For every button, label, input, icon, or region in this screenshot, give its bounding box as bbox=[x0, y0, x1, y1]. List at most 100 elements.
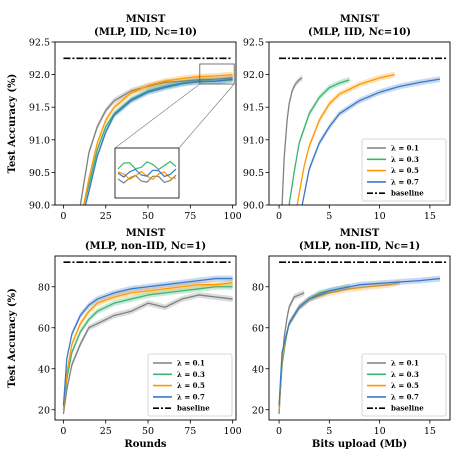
axes-frame bbox=[268, 41, 451, 206]
x-tick-label: 15 bbox=[424, 211, 436, 222]
legend: λ = 0.1 λ = 0.3 λ = 0.5 λ = 0.7 baseline bbox=[361, 138, 447, 202]
chart-panel-2: MNIST (MLP, IID, Nc=10) 0 5 10 15 90.0 90.5 91.0… bbox=[243, 14, 451, 222]
series-line bbox=[288, 79, 350, 205]
x-tick-label: 10 bbox=[374, 426, 386, 437]
x-tick-label: 25 bbox=[100, 426, 112, 437]
series-line bbox=[296, 73, 395, 205]
inset-series-line bbox=[117, 160, 177, 171]
inset-series-line bbox=[117, 174, 177, 184]
y-tick-label: 92.5 bbox=[243, 38, 264, 49]
x-axis-label: Bits upload (Mb) bbox=[312, 439, 407, 450]
y-axis-label: Test Accuracy (%) bbox=[7, 288, 18, 388]
y-tick-label: 80 bbox=[252, 282, 264, 293]
y-tick-label: 92.0 bbox=[29, 70, 50, 81]
y-tick-label: 91.5 bbox=[29, 103, 50, 114]
legend-label: λ = 0.7 bbox=[391, 177, 419, 186]
legend-label: baseline bbox=[391, 189, 424, 198]
x-tick-label: 0 bbox=[276, 426, 282, 437]
series-line bbox=[84, 78, 233, 205]
y-tick-label: 91.0 bbox=[243, 135, 264, 146]
legend-label: baseline bbox=[391, 404, 424, 413]
x-tick-label: 100 bbox=[224, 426, 242, 437]
chart-panel-3: MNIST (MLP, non-IID, Nc=1) Test Accuracy (… bbox=[7, 228, 242, 450]
chart-subtitle: (MLP, non-IID, Nc=1) bbox=[85, 241, 206, 252]
legend-label: λ = 0.7 bbox=[177, 392, 205, 401]
x-tick-label: 15 bbox=[424, 426, 436, 437]
chart-subtitle: (MLP, non-IID, Nc=1) bbox=[299, 241, 420, 252]
legend-label: λ = 0.3 bbox=[391, 370, 419, 379]
legend-label: λ = 0.1 bbox=[391, 144, 419, 153]
y-tick-label: 40 bbox=[252, 364, 264, 375]
x-tick-label: 100 bbox=[224, 211, 242, 222]
series-line bbox=[301, 78, 441, 205]
y-tick-label: 40 bbox=[38, 364, 50, 375]
chart-panel-4: MNIST (MLP, non-IID, Nc=1) Bits upload (Mb… bbox=[252, 228, 451, 450]
y-tick-label: 92.5 bbox=[29, 38, 50, 49]
x-tick-label: 0 bbox=[60, 211, 66, 222]
legend-label: λ = 0.3 bbox=[391, 155, 419, 164]
plot-area bbox=[63, 57, 233, 205]
axes-frame bbox=[54, 255, 237, 421]
x-tick-label: 75 bbox=[184, 211, 196, 222]
y-axis-label: Test Accuracy (%) bbox=[7, 74, 18, 174]
x-tick-label: 5 bbox=[326, 211, 332, 222]
chart-panel-1: MNIST (MLP, IID, Nc=10) Test Accuracy (%) 0… bbox=[7, 14, 242, 222]
legend: λ = 0.1 λ = 0.3 λ = 0.5 λ = 0.7 baseline bbox=[361, 353, 447, 417]
y-tick-label: 90.5 bbox=[243, 168, 264, 179]
legend-box bbox=[361, 138, 447, 202]
plot-area bbox=[279, 57, 447, 205]
series-line bbox=[83, 73, 233, 205]
axes-frame bbox=[54, 41, 237, 206]
x-tick-label: 50 bbox=[142, 426, 154, 437]
plot-area bbox=[278, 261, 447, 417]
x-tick-label: 10 bbox=[374, 211, 386, 222]
chart-subtitle: (MLP, IID, Nc=10) bbox=[94, 27, 197, 38]
series-line bbox=[278, 277, 441, 406]
inset-frame bbox=[114, 147, 180, 199]
series-band bbox=[279, 283, 350, 413]
legend-label: λ = 0.5 bbox=[391, 166, 419, 175]
legend-label: λ = 0.1 bbox=[391, 359, 419, 368]
legend-box bbox=[147, 353, 233, 417]
zoom-connector bbox=[178, 83, 235, 149]
legend-label: λ = 0.5 bbox=[391, 381, 419, 390]
y-tick-label: 20 bbox=[38, 405, 50, 416]
y-tick-label: 90.5 bbox=[29, 168, 50, 179]
x-tick-label: 5 bbox=[326, 426, 332, 437]
y-tick-label: 91.0 bbox=[29, 135, 50, 146]
legend-label: baseline bbox=[177, 404, 210, 413]
y-tick-label: 60 bbox=[252, 323, 264, 334]
chart-subtitle: (MLP, IID, Nc=10) bbox=[308, 27, 411, 38]
x-tick-label: 0 bbox=[276, 211, 282, 222]
y-tick-label: 60 bbox=[38, 323, 50, 334]
legend-label: λ = 0.7 bbox=[391, 392, 419, 401]
series-line bbox=[62, 286, 233, 410]
axes-frame bbox=[268, 255, 451, 421]
x-tick-label: 25 bbox=[100, 211, 112, 222]
legend-label: λ = 0.5 bbox=[177, 381, 205, 390]
legend-label: λ = 0.1 bbox=[177, 359, 205, 368]
inset-series-line bbox=[117, 168, 177, 178]
series-line bbox=[62, 294, 233, 414]
x-tick-label: 75 bbox=[184, 426, 196, 437]
chart-title: MNIST bbox=[126, 14, 166, 25]
zoom-connector bbox=[114, 83, 200, 149]
x-tick-label: 0 bbox=[60, 426, 66, 437]
y-tick-label: 90.0 bbox=[29, 201, 50, 212]
y-tick-label: 92.0 bbox=[243, 70, 264, 81]
plot-area bbox=[62, 261, 233, 417]
y-tick-label: 80 bbox=[38, 282, 50, 293]
y-tick-label: 90.0 bbox=[243, 201, 264, 212]
chart-title: MNIST bbox=[126, 228, 166, 239]
x-tick-label: 50 bbox=[142, 211, 154, 222]
series-line bbox=[281, 77, 303, 205]
legend-box bbox=[361, 353, 447, 417]
legend: λ = 0.1 λ = 0.3 λ = 0.5 λ = 0.7 baseline bbox=[147, 353, 233, 417]
y-tick-label: 91.5 bbox=[243, 103, 264, 114]
y-tick-label: 20 bbox=[252, 405, 264, 416]
x-axis-label: Rounds bbox=[124, 439, 167, 450]
series-line bbox=[62, 277, 233, 406]
zoom-region bbox=[199, 63, 235, 85]
series-line bbox=[62, 282, 233, 410]
